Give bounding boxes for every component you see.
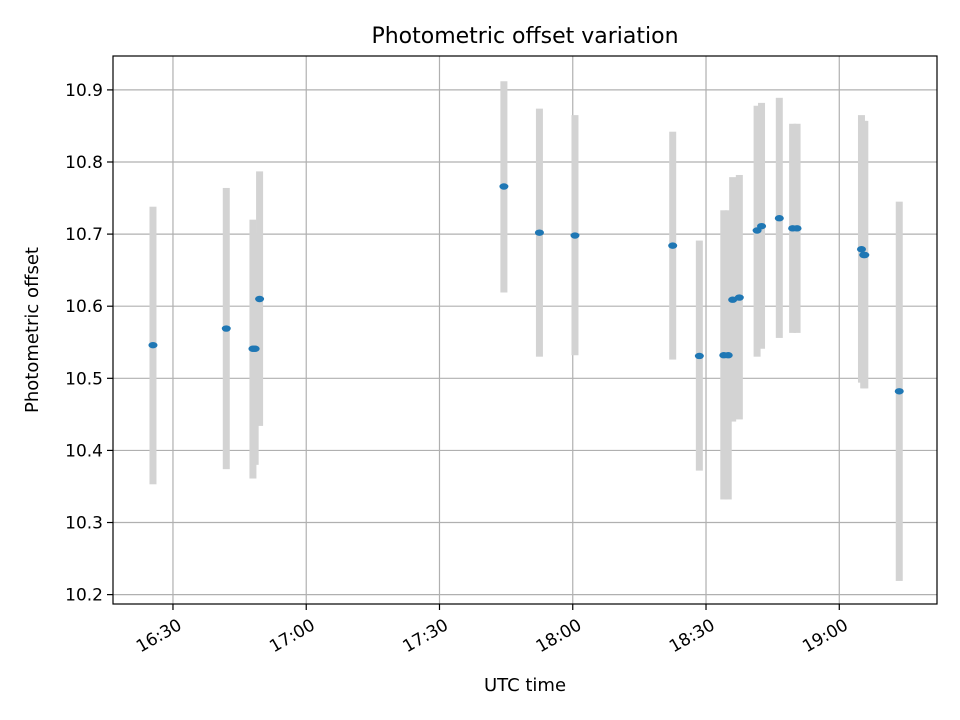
- data-point: [860, 251, 870, 259]
- x-axis-label: UTC time: [484, 675, 566, 696]
- x-tick-label: 17:00: [266, 615, 318, 657]
- y-tick-label: 10.7: [65, 225, 103, 245]
- data-point: [774, 215, 784, 222]
- plot-frame: [112, 55, 938, 605]
- data-point: [734, 294, 744, 301]
- y-axis-label: Photometric offset: [22, 247, 43, 413]
- y-tick-label: 10.5: [65, 369, 103, 389]
- data-point: [668, 242, 678, 249]
- y-tick-label: 10.4: [65, 441, 103, 461]
- x-tick-label: 18:00: [533, 615, 585, 657]
- data-point: [856, 246, 866, 253]
- y-tick-label: 10.9: [65, 81, 103, 101]
- x-tick-label: 16:30: [133, 615, 185, 657]
- y-tick-label: 10.2: [65, 586, 103, 606]
- grid-lines: [113, 56, 937, 604]
- chart-title: Photometric offset variation: [371, 24, 678, 49]
- y-tick-label: 10.3: [65, 514, 103, 534]
- y-axis-ticks: 10.2 10.3 10.4 10.5 10.6 10.7 10.8 10.9: [65, 81, 113, 606]
- data-points: [148, 183, 904, 395]
- error-bars: [149, 81, 903, 581]
- data-point: [894, 388, 904, 395]
- x-tick-label: 18:30: [666, 615, 718, 657]
- y-tick-label: 10.8: [65, 153, 103, 173]
- data-point: [499, 183, 509, 190]
- data-point: [757, 222, 767, 230]
- x-tick-label: 19:00: [799, 615, 851, 657]
- data-point: [534, 229, 544, 236]
- data-point: [148, 341, 158, 349]
- data-point: [570, 232, 580, 239]
- data-point: [255, 295, 265, 303]
- data-point: [694, 352, 704, 360]
- data-point: [792, 225, 802, 232]
- data-point: [723, 352, 733, 359]
- data-point: [250, 345, 260, 352]
- y-tick-label: 10.6: [65, 297, 103, 317]
- x-axis-ticks: 16:30 17:00 17:30 18:00 18:30 19:00: [133, 604, 852, 657]
- x-tick-label: 17:30: [400, 615, 452, 657]
- data-point: [221, 325, 231, 332]
